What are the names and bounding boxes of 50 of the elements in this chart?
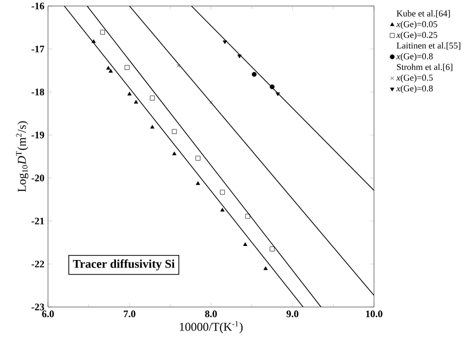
y-tick-label: -22	[32, 260, 44, 268]
annotation: Tracer diffusivity Si	[72, 259, 175, 270]
y-tick-label: -16	[32, 2, 44, 10]
x-tick-label: 7.0	[124, 310, 136, 318]
point	[100, 30, 105, 35]
point	[222, 40, 227, 44]
point	[134, 100, 138, 104]
point	[264, 266, 268, 270]
legend-label: x(Ge)=0.05	[396, 20, 438, 30]
x-axis-title: 10000/T(K$^{-1}$)	[180, 321, 243, 334]
point	[127, 92, 132, 96]
point	[270, 84, 275, 90]
point	[209, 100, 213, 104]
legend-label: x(Ge)=0.5	[396, 74, 433, 83]
point	[150, 124, 154, 129]
point	[237, 54, 242, 58]
point	[106, 66, 110, 70]
text: Laitinen et al.[55]	[396, 42, 460, 50]
legend-label: x(Ge)=0.8	[396, 53, 433, 62]
point	[176, 64, 180, 68]
legend-label: x(Ge)=0.25	[396, 32, 438, 40]
x-tick-label: 6.0	[42, 310, 54, 318]
point	[220, 190, 225, 195]
point	[196, 156, 200, 161]
y-tick-label: -23	[32, 304, 44, 310]
x-tick-label: 10.0	[366, 310, 382, 318]
x-tick-label: 8.0	[205, 310, 217, 318]
point	[92, 39, 96, 43]
point	[150, 96, 155, 100]
point	[245, 214, 250, 219]
point	[108, 68, 113, 73]
point	[252, 72, 257, 77]
y-tick-label: -20	[32, 174, 44, 182]
point	[243, 242, 248, 246]
legend-label: x(Ge)=0.8	[396, 85, 433, 94]
point	[270, 246, 275, 252]
point	[220, 208, 225, 212]
y-tick-label: -17	[32, 46, 44, 52]
y-tick-label: -18	[32, 88, 44, 96]
point	[124, 65, 130, 70]
text: Kube et al.[64]	[396, 10, 450, 18]
text: Strohm et al.[6]	[396, 64, 452, 72]
point	[172, 129, 177, 134]
point	[172, 152, 176, 156]
y-tick-label: -21	[32, 218, 44, 224]
y-tick-label: -19	[32, 132, 44, 138]
x-tick-label: 9.0	[286, 310, 298, 318]
point	[276, 92, 280, 96]
y-axis-title: Log$_{10}$D$^{T}$(m$^{2}$/s)	[16, 121, 28, 192]
point	[196, 181, 200, 185]
